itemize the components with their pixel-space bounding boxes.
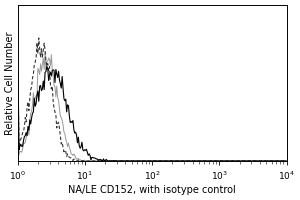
Y-axis label: Relative Cell Number: Relative Cell Number <box>5 31 15 135</box>
X-axis label: NA/LE CD152, with isotype control: NA/LE CD152, with isotype control <box>68 185 236 195</box>
